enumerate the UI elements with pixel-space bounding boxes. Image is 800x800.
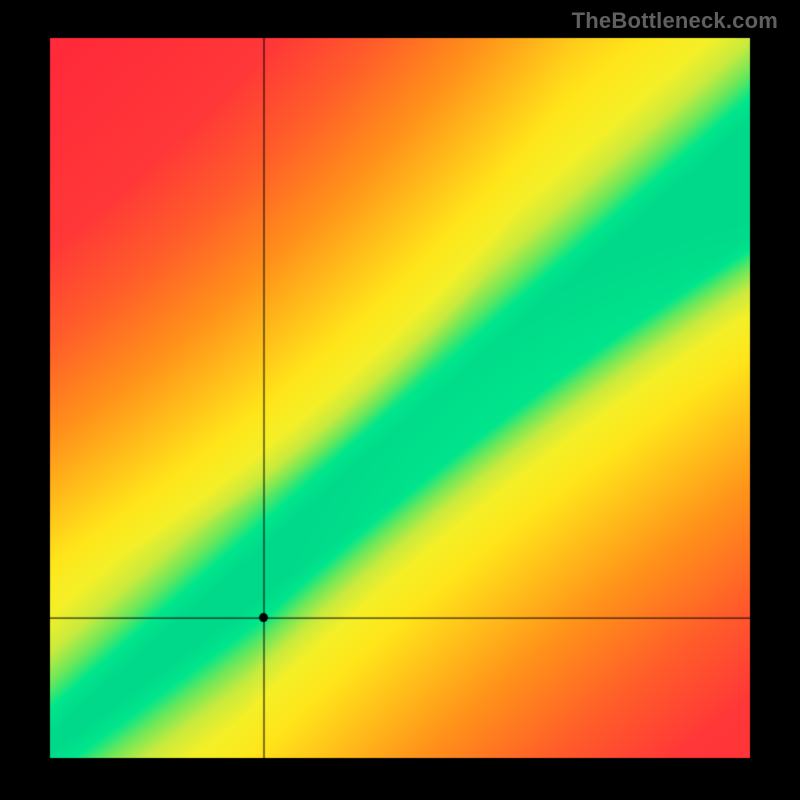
- attribution-label: TheBottleneck.com: [572, 8, 778, 34]
- bottleneck-heatmap: [0, 0, 800, 800]
- chart-container: TheBottleneck.com: [0, 0, 800, 800]
